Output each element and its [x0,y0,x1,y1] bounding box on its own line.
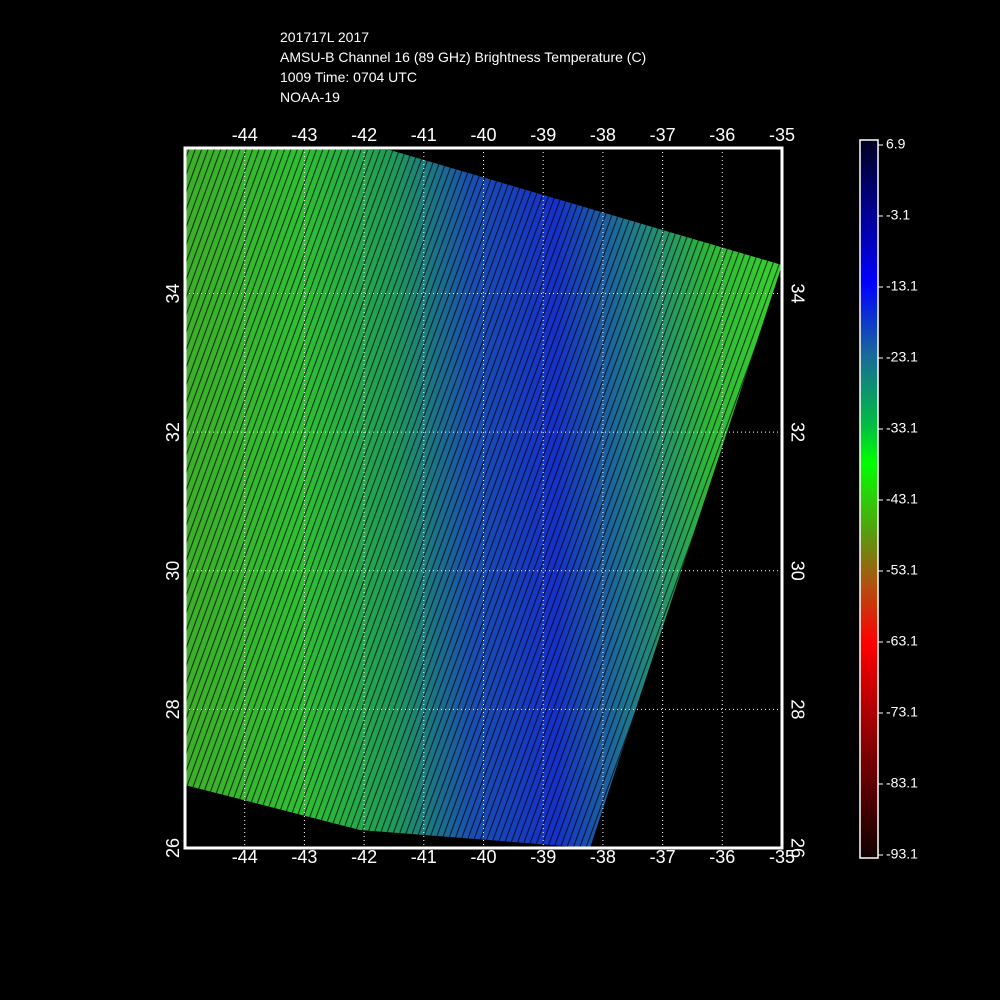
colorbar-label: -53.1 [886,562,918,578]
colorbar [859,139,879,859]
colorbar-label: -73.1 [886,704,918,720]
title-line: AMSU-B Channel 16 (89 GHz) Brightness Te… [280,49,646,65]
y-tick-label-right: 32 [787,422,807,442]
x-tick-label-top: -35 [769,125,795,145]
x-tick-label-bottom: -40 [470,847,496,867]
x-tick-label-top: -38 [590,125,616,145]
x-tick-label-bottom: -36 [709,847,735,867]
x-tick-label-top: -40 [470,125,496,145]
y-tick-label-left: 34 [163,284,183,304]
title-line: 1009 Time: 0704 UTC [280,69,417,85]
x-tick-label-top: -42 [351,125,377,145]
map-frame [183,146,784,850]
x-tick-label-top: -39 [530,125,556,145]
y-tick-label-right: 34 [787,284,807,304]
x-tick-label-top: -43 [291,125,317,145]
y-tick-label-right: 30 [787,561,807,581]
colorbar-label: -43.1 [886,491,918,507]
x-tick-label-top: -41 [411,125,437,145]
y-tick-label-left: 30 [163,561,183,581]
x-tick-label-bottom: -38 [590,847,616,867]
x-tick-label-bottom: -37 [650,847,676,867]
x-tick-label-bottom: -35 [769,847,795,867]
title-line: NOAA-19 [280,89,340,105]
colorbar-label: 6.9 [886,136,906,152]
x-tick-label-top: -44 [232,125,258,145]
title-line: 201717L 2017 [280,29,369,45]
x-tick-label-bottom: -41 [411,847,437,867]
colorbar-label: -63.1 [886,633,918,649]
y-tick-label-right: 26 [787,838,807,858]
x-tick-label-bottom: -43 [291,847,317,867]
swath-texture [185,148,782,848]
colorbar-label: -3.1 [886,207,910,223]
x-tick-label-bottom: -39 [530,847,556,867]
colorbar-label: -33.1 [886,420,918,436]
y-tick-label-left: 26 [163,838,183,858]
x-tick-label-top: -36 [709,125,735,145]
x-tick-label-bottom: -44 [232,847,258,867]
colorbar-label: -93.1 [886,846,918,862]
y-tick-label-right: 28 [787,699,807,719]
colorbar-label: -83.1 [886,775,918,791]
x-tick-label-top: -37 [650,125,676,145]
x-tick-label-bottom: -42 [351,847,377,867]
colorbar-label: -23.1 [886,349,918,365]
colorbar-label: -13.1 [886,278,918,294]
y-tick-label-left: 32 [163,422,183,442]
y-tick-label-left: 28 [163,699,183,719]
